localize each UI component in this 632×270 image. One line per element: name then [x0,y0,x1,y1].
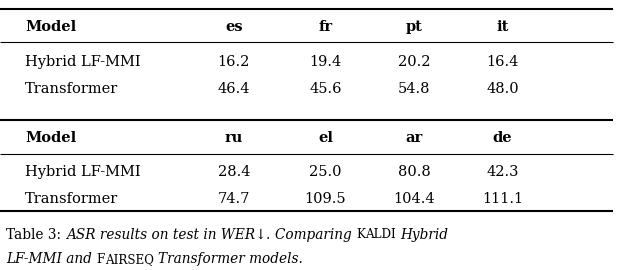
Text: 25.0: 25.0 [309,165,342,179]
Text: 19.4: 19.4 [309,55,342,69]
Text: 48.0: 48.0 [486,82,519,96]
Text: it: it [496,20,509,34]
Text: 20.2: 20.2 [398,55,430,69]
Text: ru: ru [224,131,243,145]
Text: 80.8: 80.8 [398,165,430,179]
Text: LF-MMI and: LF-MMI and [6,252,97,266]
Text: 16.2: 16.2 [217,55,250,69]
Text: ar: ar [405,131,423,145]
Text: Hybrid LF-MMI: Hybrid LF-MMI [25,55,141,69]
Text: ALDI: ALDI [365,228,396,241]
Text: Model: Model [25,20,76,34]
Text: Hybrid LF-MMI: Hybrid LF-MMI [25,165,141,179]
Text: 28.4: 28.4 [217,165,250,179]
Text: 46.4: 46.4 [217,82,250,96]
Text: Table 3:: Table 3: [6,228,66,242]
Text: 42.3: 42.3 [486,165,519,179]
Text: 54.8: 54.8 [398,82,430,96]
Text: 109.5: 109.5 [305,192,346,206]
Text: AIRSEQ: AIRSEQ [105,253,154,266]
Text: Transformer: Transformer [25,192,119,206]
Text: .: . [266,228,275,242]
Text: 45.6: 45.6 [309,82,342,96]
Text: Model: Model [25,131,76,145]
Text: es: es [225,20,243,34]
Text: 104.4: 104.4 [393,192,435,206]
Text: 74.7: 74.7 [217,192,250,206]
Text: Transformer: Transformer [25,82,119,96]
Text: Transformer models.: Transformer models. [158,252,303,266]
Text: 111.1: 111.1 [482,192,523,206]
Text: pt: pt [406,20,422,34]
Text: Hybrid: Hybrid [400,228,448,242]
Text: ASR results on test in WER↓: ASR results on test in WER↓ [66,228,266,242]
Text: 16.4: 16.4 [486,55,519,69]
Text: K: K [356,228,365,241]
Text: de: de [492,131,513,145]
Text: el: el [318,131,333,145]
Text: fr: fr [319,20,332,34]
Text: F: F [97,253,105,266]
Text: Comparing: Comparing [275,228,356,242]
